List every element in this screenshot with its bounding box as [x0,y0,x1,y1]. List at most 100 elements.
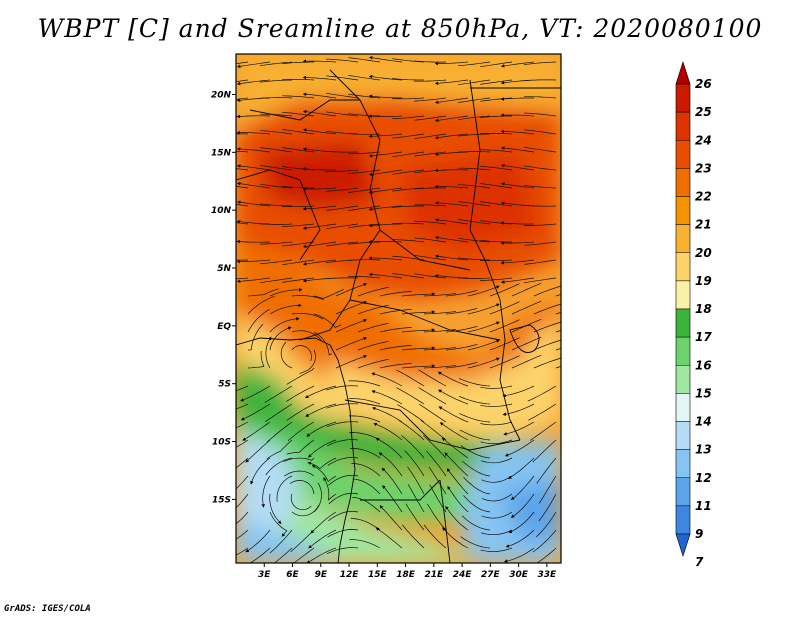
streamline [326,385,359,391]
streamline [236,133,249,135]
streamline [434,235,469,243]
streamline [458,184,491,189]
streamline [368,133,403,138]
streamline [348,187,381,193]
streamline [259,223,293,225]
lon-tick-label: 21E [424,570,444,580]
streamline [308,529,337,549]
streamline [265,457,293,476]
streamline [348,93,381,99]
streamline [368,151,403,158]
streamline [480,165,513,171]
streamline [422,435,447,459]
streamline [458,133,491,137]
streamline [423,347,456,351]
streamline [326,187,359,192]
streamline [236,150,249,153]
streamline [350,448,381,459]
lon-tick-label: 3E [258,570,271,580]
streamline [500,61,535,68]
streamline [459,429,491,441]
streamline [392,115,425,120]
streamline [236,97,249,100]
streamline [313,289,344,299]
streamline [529,421,557,441]
streamline [480,61,513,67]
streamline [375,437,403,459]
streamline [261,475,271,508]
colorbar-label: 24 [695,133,712,147]
streamline [348,415,381,423]
streamline [500,97,534,101]
streamline [401,292,436,297]
streamline [458,378,491,387]
colorbar-swatch [675,252,691,282]
streamline [349,432,381,441]
streamline [528,403,557,421]
streamline [326,75,359,81]
streamline [260,61,293,66]
streamline [236,164,271,171]
streamline [401,310,436,315]
streamline [523,223,557,226]
colorbar-label: 18 [695,302,712,316]
colorbar-swatch [675,449,691,479]
streamline [458,395,491,405]
streamline [328,474,359,486]
streamline [260,277,293,283]
streamline [299,349,316,374]
streamline [250,457,271,485]
streamline [503,421,535,436]
streamline [467,303,500,315]
streamline [511,300,542,315]
streamline [247,323,264,351]
streamline [286,403,315,421]
streamline [437,389,469,405]
colorbar-label: 15 [695,386,712,400]
streamline [302,205,337,211]
streamline [510,475,535,500]
streamline [291,504,320,517]
streamline [379,291,412,297]
streamline [407,484,425,513]
streamline [480,277,513,281]
streamline [236,79,249,83]
streamline [368,56,403,63]
streamline [524,112,557,117]
streamline [269,303,302,315]
streamline [286,367,315,385]
streamline [371,406,403,423]
streamline [480,421,513,426]
streamline [265,336,272,369]
streamline [524,241,557,246]
colorbar-swatch [675,533,691,557]
streamline [458,97,491,103]
lon-tick-label: 27E [481,570,501,580]
streamline [368,74,403,81]
streamline [326,111,359,117]
streamline [281,205,315,208]
streamline [335,301,368,315]
streamline [289,480,315,495]
streamline [357,322,389,333]
streamline [302,223,337,230]
colorbar-label: 25 [695,105,712,119]
streamline [489,283,520,297]
streamline [398,420,425,441]
streamline [236,168,249,171]
map-title: WBPT [C] and Sreamline at 850hPa, VT: 20… [37,14,763,43]
colorbar-label: 19 [695,274,712,288]
streamline [500,163,535,171]
colorbar-label: 26 [695,77,712,91]
streamline [236,421,249,429]
colorbar-label: 23 [695,161,712,175]
streamline [505,529,535,548]
streamline [536,457,557,484]
streamline [249,547,271,563]
streamline [286,439,315,455]
streamline [284,470,315,477]
map-frame [235,53,562,564]
streamline [414,133,447,140]
streamline [444,452,469,477]
streamline [523,96,557,99]
